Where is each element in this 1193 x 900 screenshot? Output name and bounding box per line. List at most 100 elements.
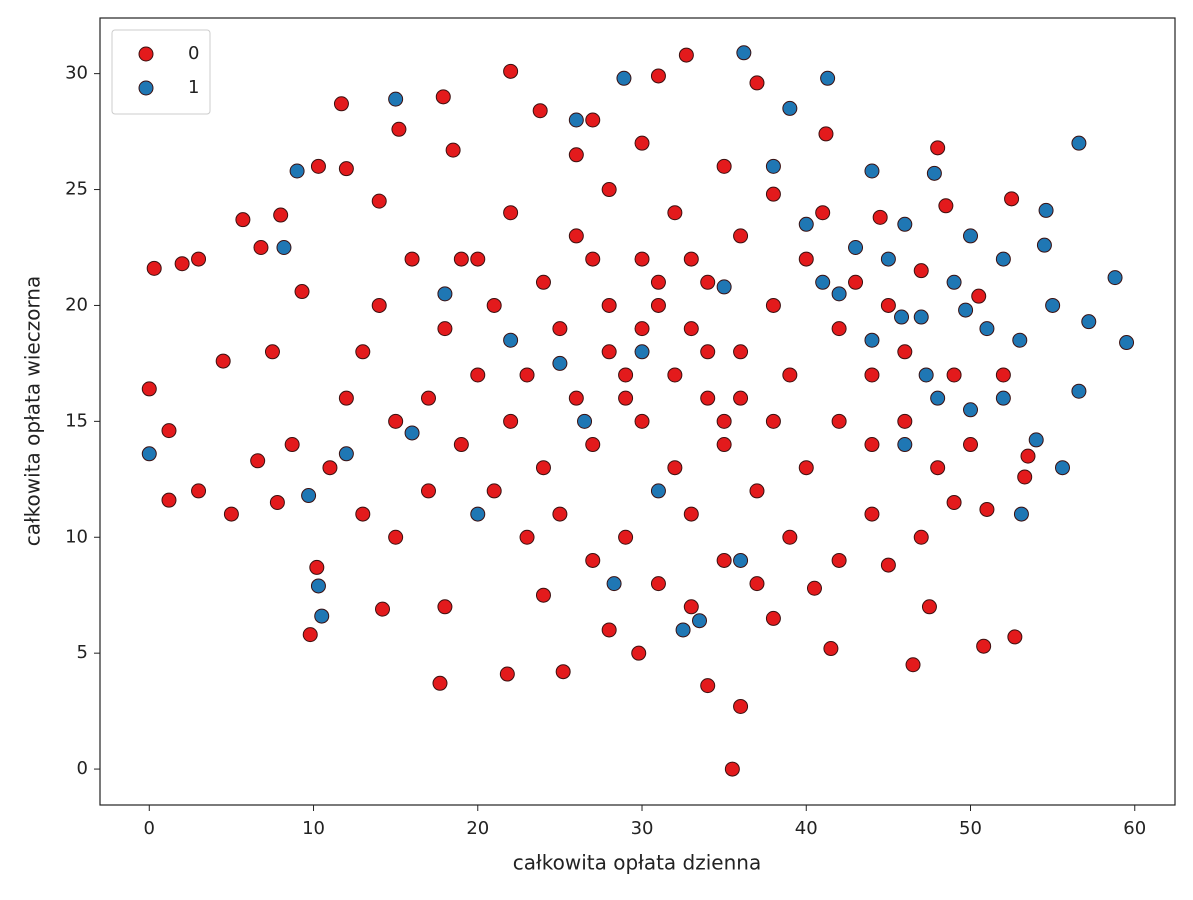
legend-label: 1 <box>188 77 199 98</box>
point <box>568 147 584 163</box>
point <box>302 627 318 643</box>
point <box>913 309 929 325</box>
point <box>897 413 913 429</box>
point <box>650 68 666 84</box>
point <box>971 288 987 304</box>
point <box>700 390 716 406</box>
point <box>700 678 716 694</box>
point <box>432 675 448 691</box>
point <box>585 251 601 267</box>
point <box>601 297 617 313</box>
point <box>503 205 519 221</box>
point <box>921 599 937 615</box>
point <box>301 488 317 504</box>
point <box>798 216 814 232</box>
point <box>519 529 535 545</box>
point <box>749 75 765 91</box>
point <box>716 437 732 453</box>
point <box>568 390 584 406</box>
point <box>552 321 568 337</box>
point <box>503 332 519 348</box>
point <box>486 483 502 499</box>
point <box>995 367 1011 383</box>
point <box>733 390 749 406</box>
point <box>1071 135 1087 151</box>
point <box>1028 432 1044 448</box>
legend-box <box>111 29 211 115</box>
point <box>519 367 535 383</box>
point <box>683 321 699 337</box>
point <box>634 135 650 151</box>
point <box>601 182 617 198</box>
point <box>880 557 896 573</box>
point <box>897 437 913 453</box>
point <box>716 552 732 568</box>
point <box>470 506 486 522</box>
point <box>926 165 942 181</box>
point <box>314 608 330 624</box>
point <box>634 413 650 429</box>
point <box>848 274 864 290</box>
point <box>798 460 814 476</box>
y-tick-label: 30 <box>65 63 88 84</box>
y-tick-label: 20 <box>65 294 88 315</box>
legend-marker <box>138 46 154 62</box>
point <box>191 251 207 267</box>
x-tick-label: 20 <box>466 818 489 839</box>
point <box>445 142 461 158</box>
y-tick-label: 25 <box>65 179 88 200</box>
point <box>1107 270 1123 286</box>
point <box>355 506 371 522</box>
point <box>289 163 305 179</box>
point <box>634 344 650 360</box>
point <box>864 332 880 348</box>
point <box>276 239 292 255</box>
point <box>716 158 732 174</box>
point <box>1012 332 1028 348</box>
point <box>946 494 962 510</box>
legend-marker <box>138 80 154 96</box>
point <box>310 578 326 594</box>
point <box>995 251 1011 267</box>
x-tick-label: 40 <box>795 818 818 839</box>
point <box>918 367 934 383</box>
point <box>618 529 634 545</box>
y-tick-label: 15 <box>65 410 88 431</box>
point <box>420 390 436 406</box>
point <box>958 302 974 318</box>
x-tick-label: 10 <box>302 818 325 839</box>
point <box>284 437 300 453</box>
point <box>503 413 519 429</box>
point <box>736 45 752 61</box>
point <box>938 198 954 214</box>
point <box>733 698 749 714</box>
point <box>1004 191 1020 207</box>
point <box>930 140 946 156</box>
point <box>141 381 157 397</box>
point <box>831 286 847 302</box>
point <box>404 425 420 441</box>
point <box>535 274 551 290</box>
point <box>420 483 436 499</box>
point <box>437 286 453 302</box>
point <box>765 186 781 202</box>
point <box>979 321 995 337</box>
point <box>391 121 407 137</box>
point <box>1054 460 1070 476</box>
axes-frame <box>99 17 1176 806</box>
point <box>634 321 650 337</box>
point <box>894 309 910 325</box>
point <box>864 437 880 453</box>
point <box>404 251 420 267</box>
point <box>946 367 962 383</box>
point <box>683 251 699 267</box>
point <box>930 390 946 406</box>
point <box>371 193 387 209</box>
point <box>601 622 617 638</box>
point <box>146 260 162 276</box>
point <box>568 228 584 244</box>
point <box>815 274 831 290</box>
point <box>864 506 880 522</box>
point <box>650 576 666 592</box>
point <box>535 587 551 603</box>
